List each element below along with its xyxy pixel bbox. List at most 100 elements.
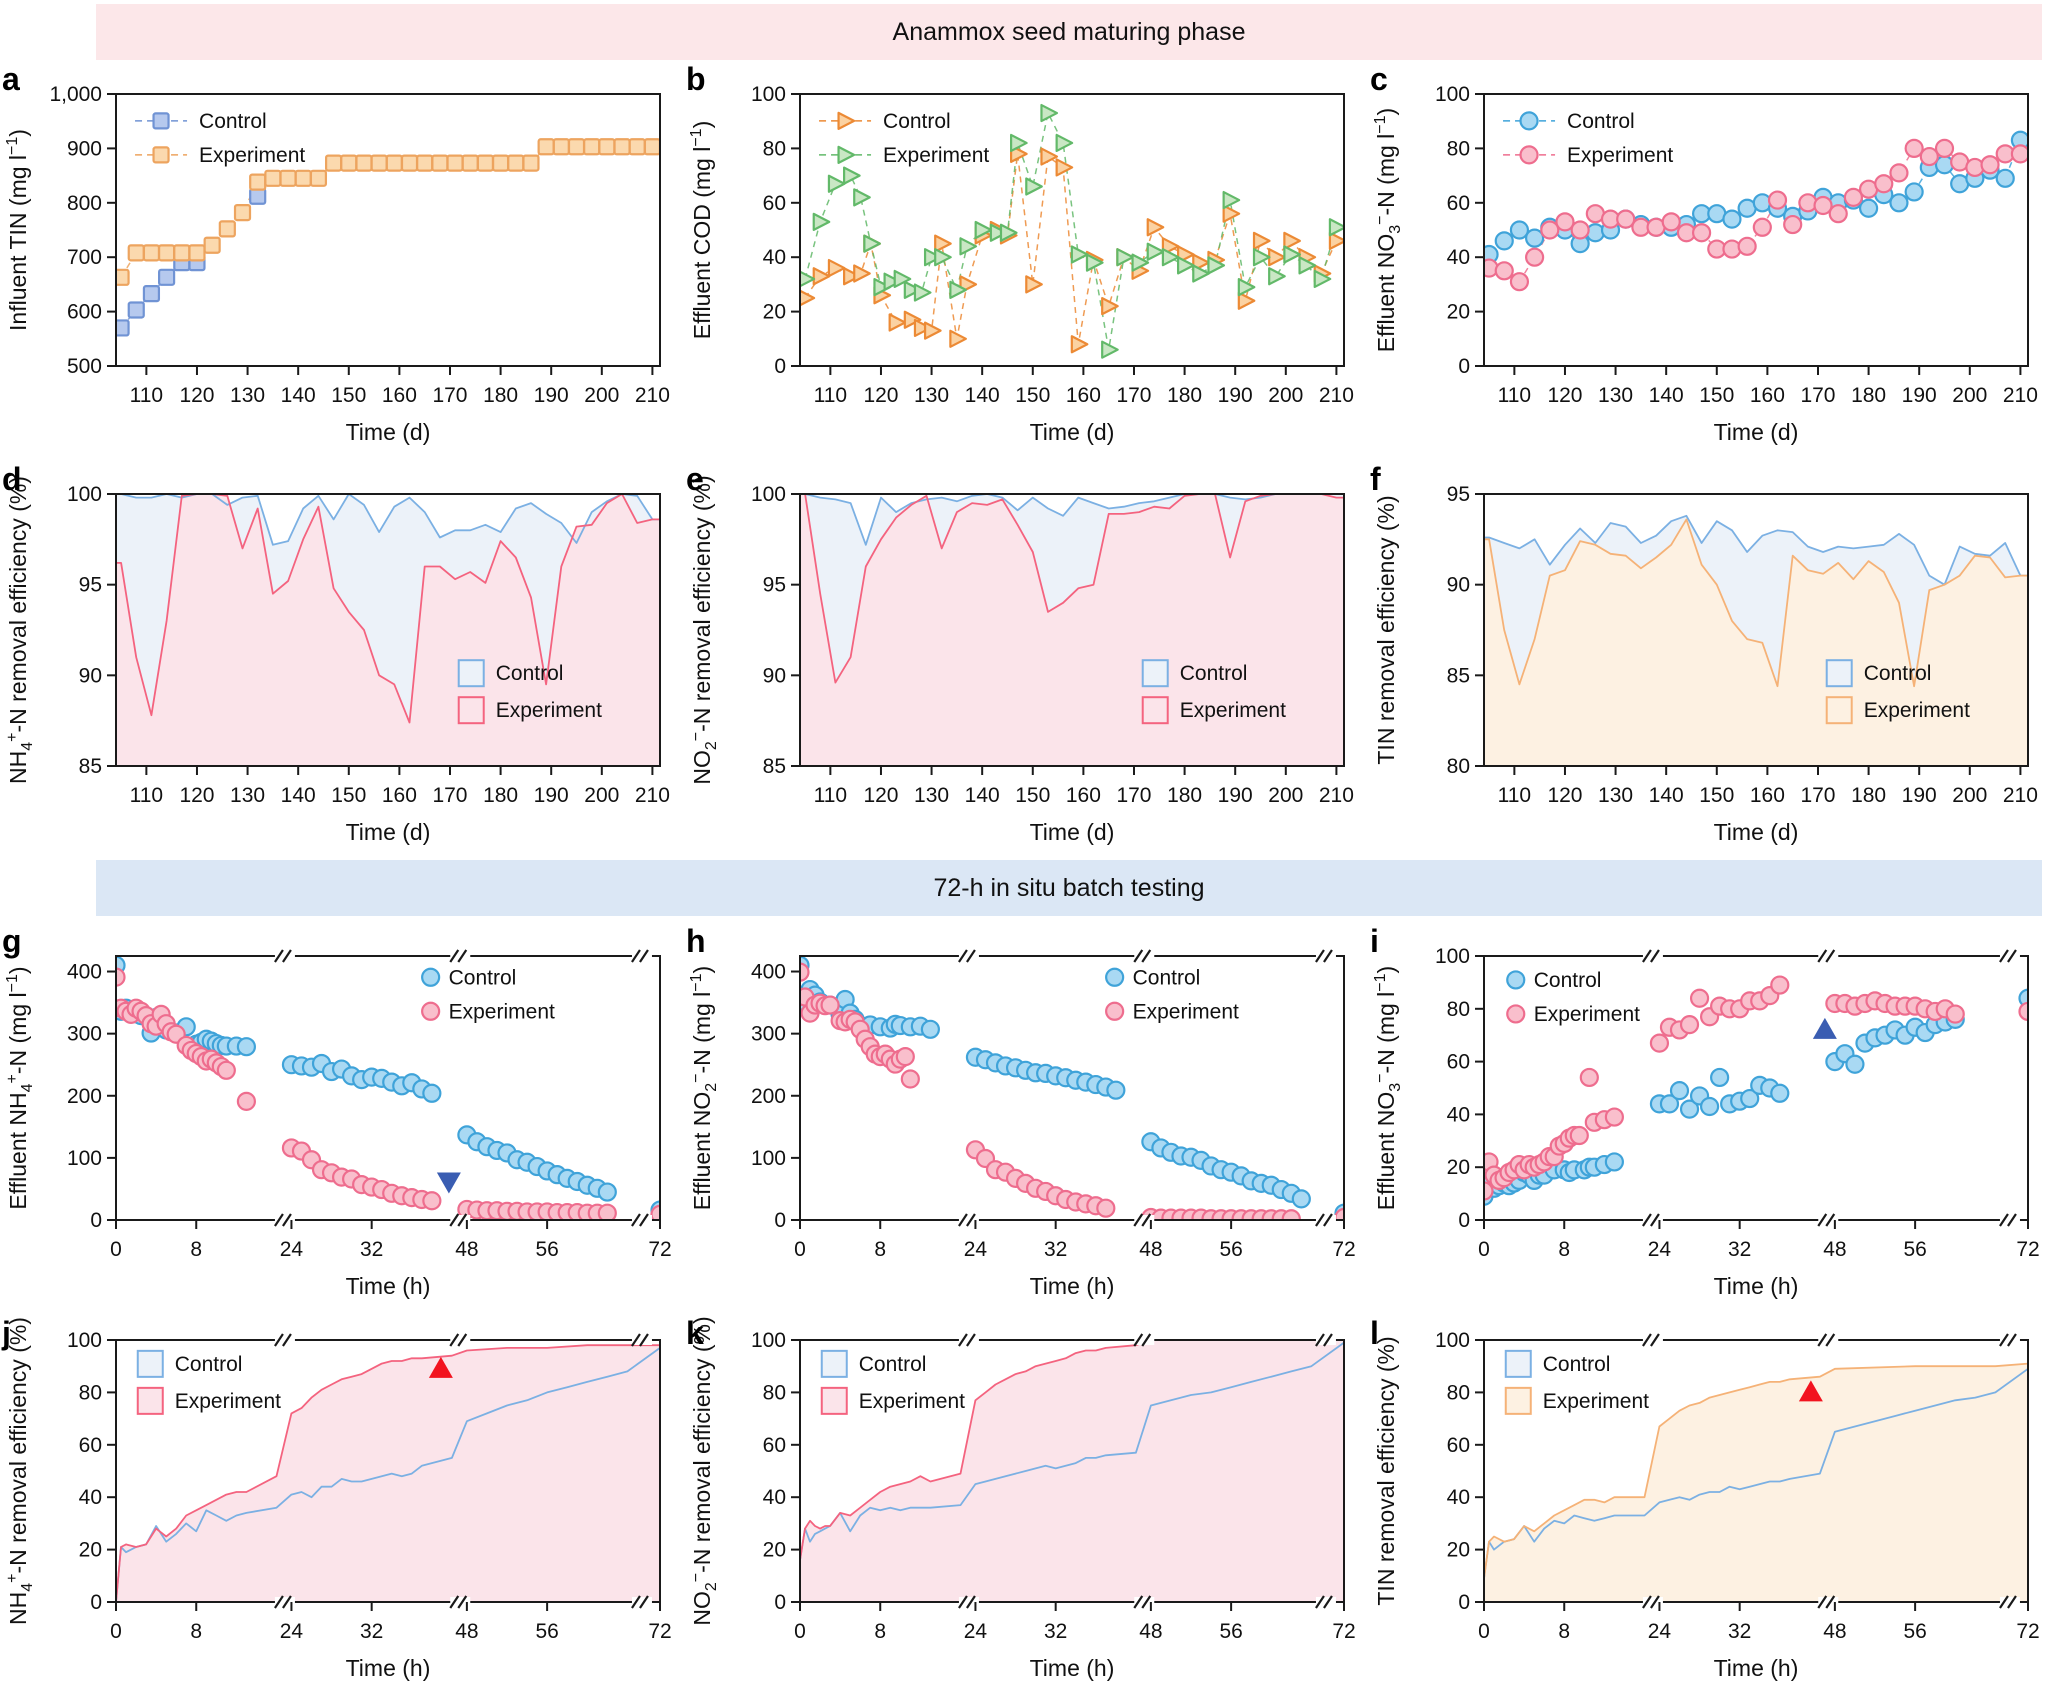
x-tick-label: 110: [130, 384, 163, 407]
x-axis-title: Time (d): [1030, 819, 1115, 845]
y-axis-label: Effluent NO3−-N (mg l−1): [1372, 108, 1404, 352]
b-experiment-point: [1237, 278, 1256, 297]
y-tick-label: 200: [751, 1085, 786, 1108]
a-experiment-point: [522, 154, 540, 172]
legend: Control Experiment: [819, 110, 989, 167]
chart-g: 0 8 24 32 48 56 72 0 100 200 300 400 Time (h) Effluen…: [2, 923, 672, 1299]
b-control-point: [934, 234, 952, 253]
panel-letter: b: [686, 61, 706, 97]
a-experiment-point: [188, 244, 206, 262]
a-experiment-point: [355, 154, 373, 172]
a-control-point: [158, 268, 176, 286]
y-tick-label: 100: [751, 483, 786, 506]
axes: 110 120 130 140 150 160 170 180 190 200 210 85 90 95 1…: [751, 483, 1354, 807]
legend-swatch: [1141, 696, 1169, 725]
b-experiment-point: [974, 220, 993, 240]
b-experiment-point: [883, 272, 902, 291]
chart-k: 0 8 24 32 48 56 72 0 20 40 60 80 100 Time (h) NO2−-N r…: [686, 1315, 1356, 1681]
x-tick-label: 130: [230, 784, 265, 807]
legend-label: Experiment: [175, 1390, 281, 1413]
legend-label: Experiment: [1133, 1000, 1239, 1023]
plot-border: [1483, 493, 2029, 767]
x-tick-label: 56: [535, 1238, 558, 1261]
b-experiment-point: [913, 283, 932, 302]
axis-break: [1134, 1215, 1155, 1225]
y-tick-label: 0: [774, 355, 786, 378]
x-tick-label: 160: [1066, 384, 1101, 407]
panel-g: 0 8 24 32 48 56 72 0 100 200 300 400 Time (h) Effluen…: [0, 922, 680, 1314]
axis-break: [1134, 951, 1155, 961]
g-control-point: [422, 1083, 442, 1103]
axis-break: [1134, 1335, 1155, 1345]
axis-break: [450, 1597, 471, 1607]
chart-l: 0 8 24 32 48 56 72 0 20 40 60 80 100 Time (h) TIN remo…: [1370, 1315, 2040, 1681]
b-control-point: [1055, 158, 1074, 177]
x-tick-label: 110: [1498, 384, 1531, 407]
axes: 0 8 24 32 48 56 72 0 100 200 300 400: [67, 961, 672, 1261]
series-experiment: [115, 138, 661, 286]
x-tick-label: 24: [1648, 1620, 1672, 1643]
legend-marker: [152, 112, 170, 130]
x-tick-label: 180: [1167, 784, 1202, 807]
x-tick-label: 72: [1332, 1620, 1355, 1643]
y-tick-label: 90: [763, 664, 786, 687]
c-experiment-point: [1555, 212, 1575, 232]
axes: 110 120 130 140 150 160 170 180 190 200 210 0 20 40 60…: [1435, 83, 2038, 407]
x-tick-label: 160: [382, 384, 417, 407]
h-experiment-point: [900, 1069, 920, 1089]
x-tick-label: 140: [965, 784, 1000, 807]
axes: 0 8 24 32 48 56 72 0 20 40 60 80 100: [1435, 1329, 2040, 1643]
a-experiment-point: [537, 138, 555, 156]
x-tick-label: 170: [1116, 784, 1151, 807]
axis-break: [958, 1335, 979, 1345]
b-experiment-point: [1298, 256, 1317, 275]
b-control-point: [1222, 204, 1241, 223]
c-experiment-point: [1889, 163, 1909, 183]
c-control-point: [1525, 228, 1545, 248]
x-tick-label: 48: [1139, 1620, 1162, 1643]
a-experiment-point: [127, 244, 145, 262]
x-tick-label: 120: [1547, 384, 1582, 407]
b-control-point: [1025, 275, 1043, 294]
h-experiment-point: [820, 995, 840, 1015]
b-control-point: [949, 329, 967, 348]
panel-letter: h: [686, 923, 706, 959]
axes: 110 120 130 140 150 160 170 180 190 200 210 500 600 7…: [49, 83, 669, 407]
c-control-point: [1722, 209, 1742, 229]
x-tick-label: 190: [1902, 384, 1937, 407]
b-experiment-point: [1328, 218, 1345, 237]
x-axis-title: Time (d): [346, 419, 431, 445]
legend: Control Experiment: [820, 1349, 965, 1415]
plot-border: [115, 955, 661, 1221]
i-control-point: [1710, 1067, 1730, 1088]
g-experiment-point: [236, 1091, 256, 1111]
b-experiment-point: [1070, 245, 1089, 264]
g-experiment-point: [597, 1203, 617, 1221]
y-tick-label: 95: [1447, 483, 1470, 506]
b-experiment-point: [949, 280, 967, 299]
x-tick-label: 8: [1558, 1620, 1570, 1643]
b-experiment-point: [1101, 340, 1119, 359]
axis-break: [1999, 1597, 2020, 1607]
x-tick-label: 120: [179, 784, 214, 807]
h-control-point: [1106, 1080, 1126, 1100]
b-experiment-point: [1176, 256, 1195, 275]
x-tick-label: 24: [1648, 1238, 1672, 1261]
plot-border: [799, 493, 1345, 767]
panel-letter: f: [1370, 461, 1381, 497]
legend-swatch: [820, 1386, 848, 1415]
y-axis-label: Effluent NO3−-N (mg l−1): [1372, 966, 1404, 1210]
x-tick-label: 8: [1558, 1238, 1570, 1261]
plot-area: [115, 955, 661, 1221]
x-axis-title: Time (d): [1714, 419, 1799, 445]
banner-phase-2: 72-h in situ batch testing: [96, 860, 2042, 916]
legend-label: Control: [1543, 1353, 1611, 1376]
b-control-point: [1040, 147, 1059, 166]
line-control: [1483, 1368, 2029, 1579]
legend: Control Experiment: [421, 966, 555, 1023]
legend-label: Experiment: [1180, 699, 1286, 722]
x-tick-label: 48: [1823, 1238, 1846, 1261]
y-tick-label: 80: [1447, 137, 1470, 160]
legend-label: Experiment: [496, 699, 602, 722]
y-tick-label: 100: [1435, 1329, 1470, 1352]
